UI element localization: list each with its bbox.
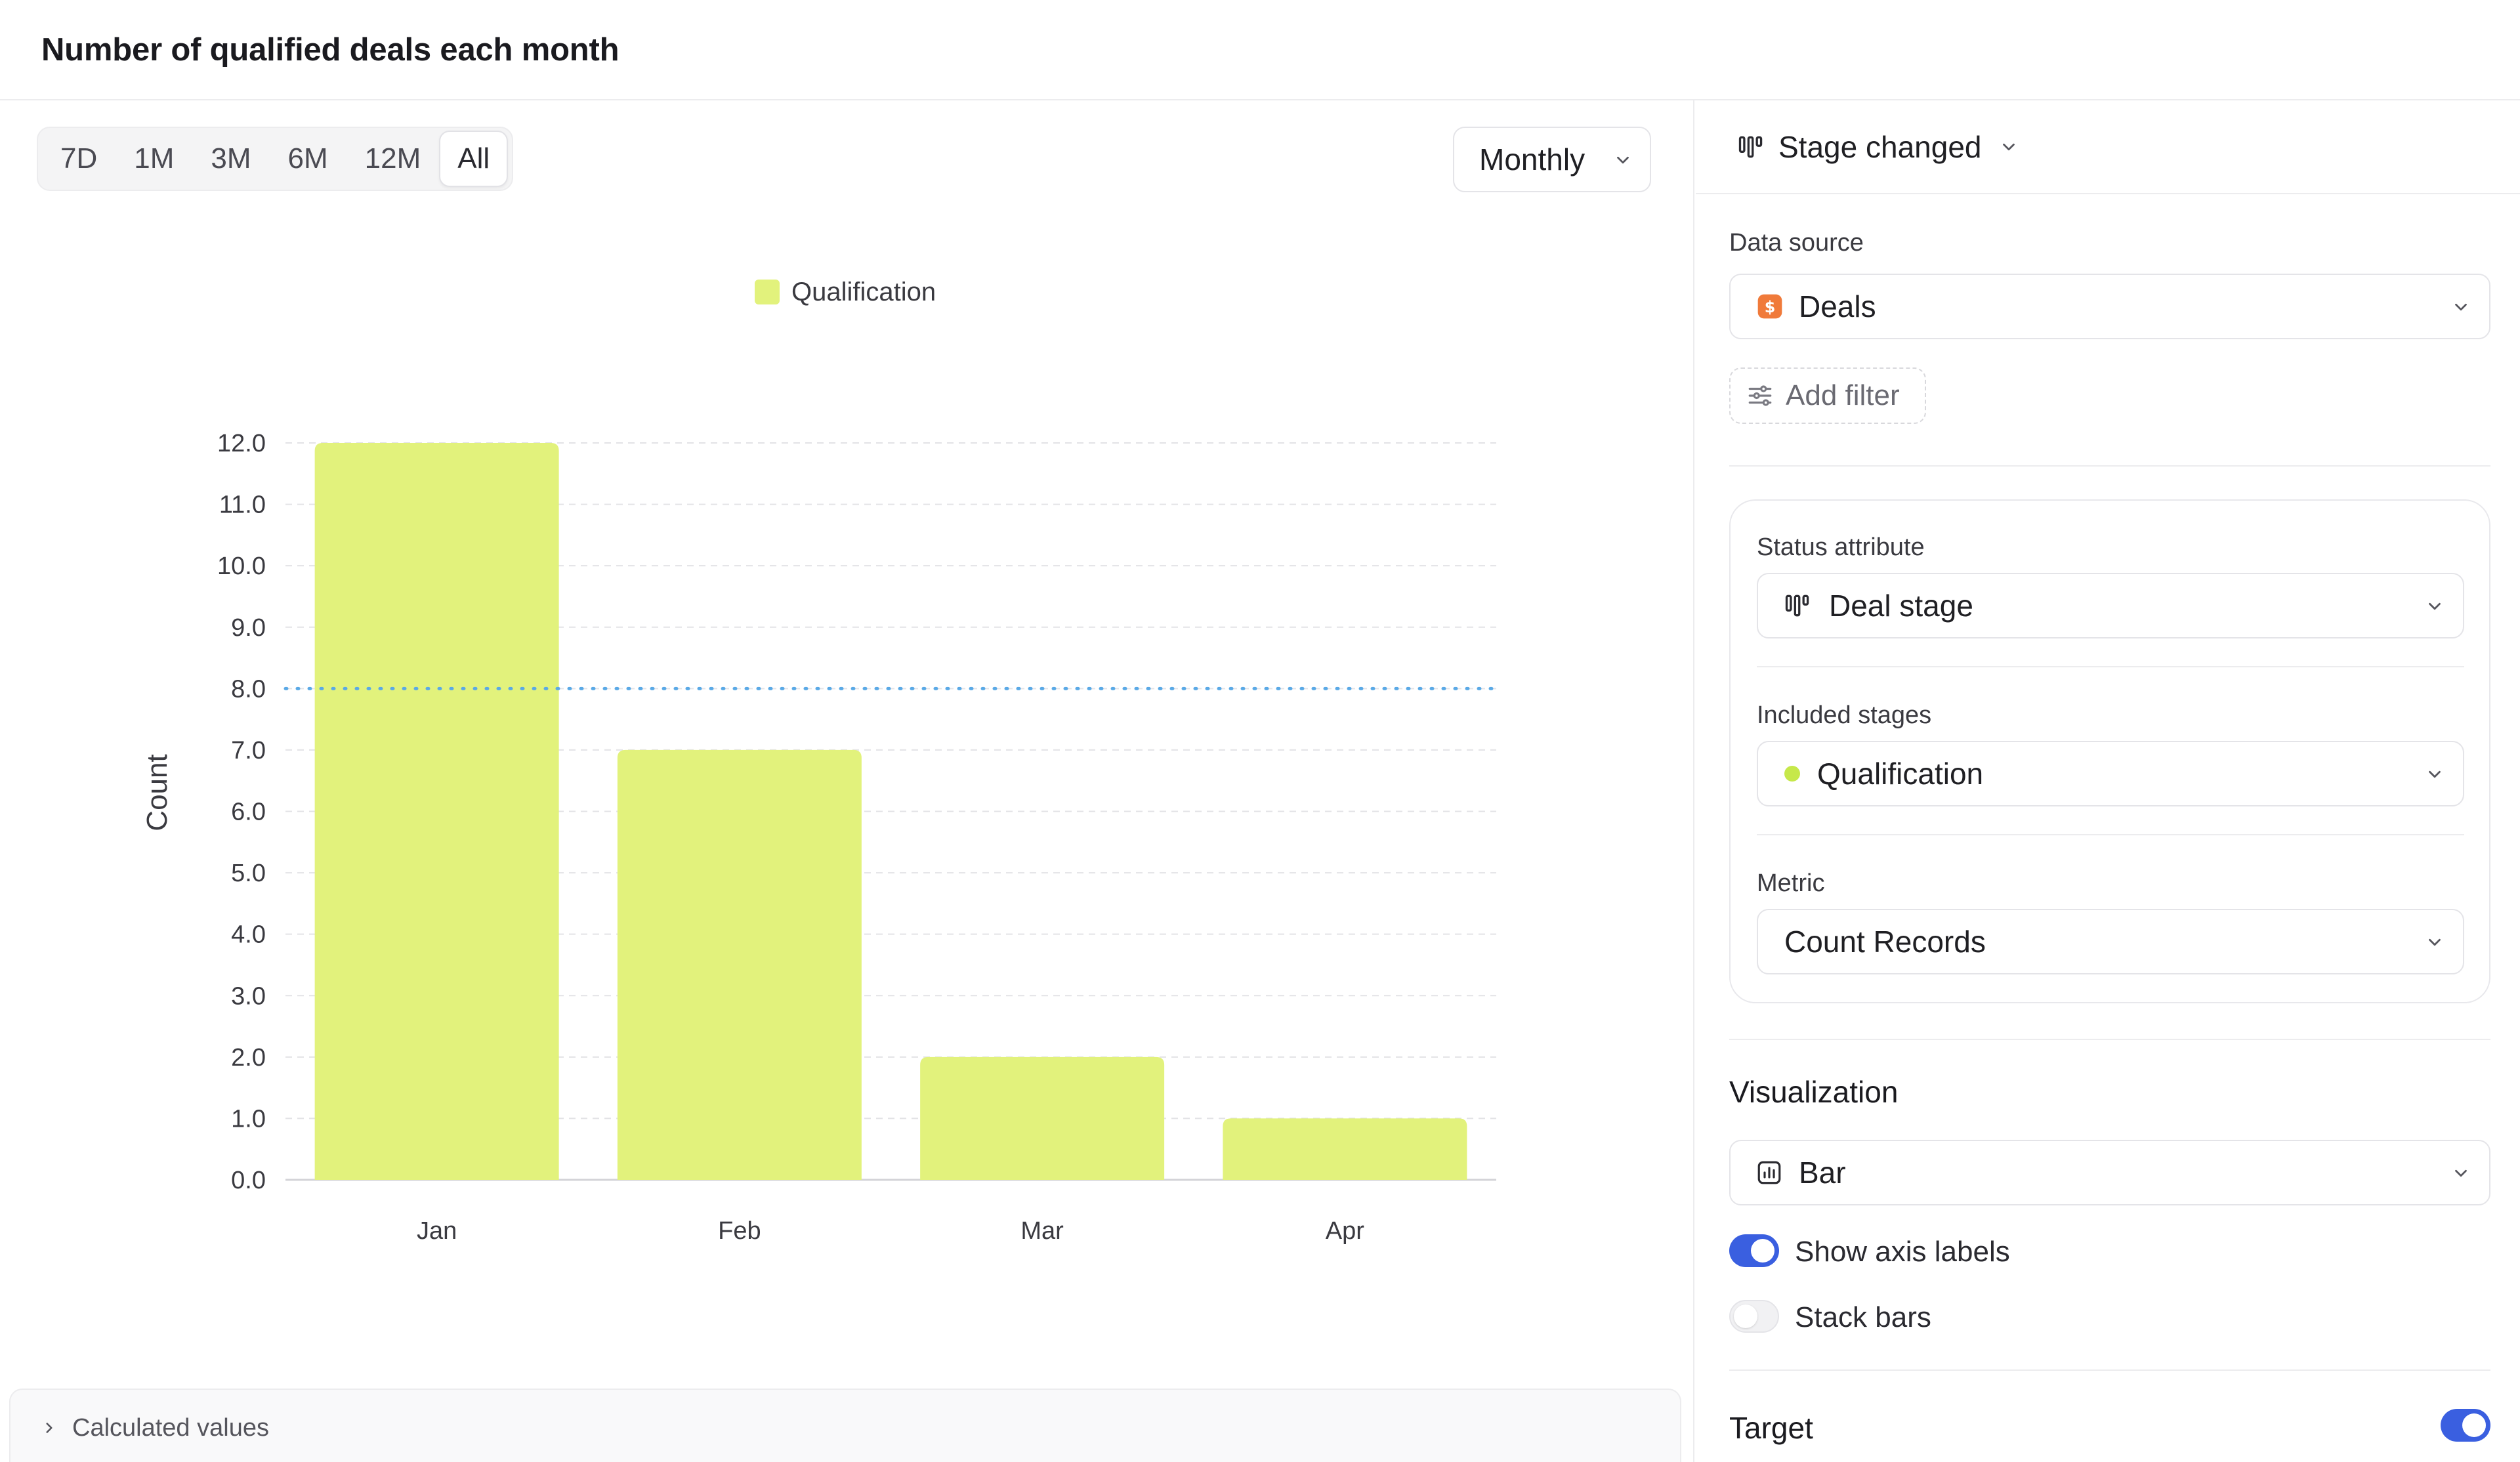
metric-value: Count Records	[1784, 925, 1986, 959]
show-axis-labels-label: Show axis labels	[1795, 1236, 2010, 1268]
included-stages-select[interactable]: Qualification	[1757, 741, 2464, 806]
legend-swatch	[755, 280, 780, 304]
chevron-right-icon	[46, 1423, 52, 1433]
target-toggle[interactable]	[2441, 1409, 2490, 1442]
chart-pane: 7D 1M 3M 6M 12M All Monthly 0.0 1.0 2.0 3.0…	[0, 100, 1694, 1462]
data-source-label: Data source	[1729, 229, 1864, 257]
y-tick-label: 11.0	[219, 491, 266, 519]
y-tick-label: 4.0	[231, 921, 266, 949]
stages-icon	[1738, 136, 1763, 157]
x-tick-label: Mar	[1020, 1217, 1064, 1245]
stage-color-dot	[1784, 766, 1800, 782]
range-tab-6m[interactable]: 6M	[287, 142, 328, 175]
x-tick-label: Jan	[417, 1217, 457, 1245]
period-select[interactable]: Monthly	[1453, 127, 1651, 192]
metric-type-select[interactable]: Stage changed	[1696, 100, 2520, 194]
y-tick-label: 3.0	[231, 982, 266, 1010]
y-tick-label: 0.0	[231, 1167, 266, 1194]
stack-bars-label: Stack bars	[1795, 1301, 1931, 1333]
y-axis-title: Count	[141, 754, 173, 831]
status-attribute-select[interactable]: Deal stage	[1757, 573, 2464, 638]
calculated-values-label: Calculated values	[72, 1413, 269, 1442]
chevron-down-icon	[2455, 1169, 2467, 1177]
range-tab-3m[interactable]: 3M	[211, 142, 251, 175]
y-tick-label: 5.0	[231, 860, 266, 887]
bar-jan	[314, 443, 559, 1180]
metric-type-label: Stage changed	[1778, 129, 1982, 164]
y-tick-label: 7.0	[231, 737, 266, 764]
report-title[interactable]: Number of qualified deals each month	[41, 31, 620, 68]
included-stages-label: Included stages	[1757, 701, 1932, 729]
status-attribute-value: Deal stage	[1829, 589, 1973, 623]
svg-text:$: $	[1765, 298, 1776, 316]
data-source-select[interactable]: $ Deals	[1729, 274, 2490, 339]
add-filter-button[interactable]: Add filter	[1729, 367, 1926, 424]
bar-mar	[920, 1056, 1165, 1180]
x-tick-label: Feb	[718, 1217, 761, 1245]
stack-bars-toggle[interactable]	[1729, 1300, 1779, 1333]
data-source-value: Deals	[1799, 289, 1876, 324]
filter-sliders-icon	[1748, 385, 1772, 406]
y-tick-label: 10.0	[217, 553, 266, 580]
target-title: Target	[1729, 1411, 1813, 1445]
add-filter-label: Add filter	[1786, 379, 1900, 411]
toggle-knob	[1751, 1239, 1774, 1263]
divider	[1757, 666, 2464, 667]
visualization-select[interactable]: Bar	[1729, 1140, 2490, 1205]
y-tick-label: 2.0	[231, 1044, 266, 1072]
calculated-values-toggle[interactable]: Calculated values	[9, 1389, 1681, 1462]
deals-icon: $	[1757, 294, 1782, 319]
chevron-down-icon	[2429, 770, 2441, 778]
toggle-knob	[2462, 1413, 2486, 1437]
y-tick-label: 6.0	[231, 799, 266, 826]
divider	[1757, 834, 2464, 835]
stages-icon	[1785, 595, 1809, 617]
x-tick-label: Apr	[1326, 1217, 1364, 1245]
y-tick-label: 9.0	[231, 614, 266, 642]
range-tab-all[interactable]: All	[439, 131, 509, 187]
settings-sidebar: Stage changed Data source $ Deals Add fi…	[1696, 100, 2520, 1462]
bar-chart: 0.0 1.0 2.0 3.0 4.0 5.0 6.0 7.0 8.0 9.0 10.0 11.0 12…	[141, 278, 1498, 1245]
status-attribute-label: Status attribute	[1757, 533, 1925, 561]
divider	[1729, 465, 2490, 467]
y-tick-label: 8.0	[231, 675, 266, 703]
time-range-tabs: 7D 1M 3M 6M 12M All	[37, 127, 514, 191]
chevron-down-icon	[2429, 602, 2441, 610]
range-tab-7d[interactable]: 7D	[60, 142, 98, 175]
report-header: Number of qualified deals each month	[0, 0, 2520, 100]
chevron-down-icon	[2429, 938, 2441, 946]
stage-settings-card: Status attribute Deal stage Included sta…	[1729, 499, 2490, 1003]
chevron-down-icon	[1617, 156, 1629, 164]
legend-label: Qualification	[791, 278, 936, 306]
y-tick-label: 1.0	[231, 1105, 266, 1133]
range-tab-1m[interactable]: 1M	[134, 142, 175, 175]
metric-label: Metric	[1757, 869, 1825, 897]
bar-apr	[1223, 1118, 1467, 1180]
period-select-value: Monthly	[1479, 142, 1586, 177]
range-tab-12m[interactable]: 12M	[364, 142, 421, 175]
bar-chart-icon	[1757, 1161, 1781, 1184]
toggle-knob	[1734, 1305, 1757, 1328]
chevron-down-icon	[2455, 303, 2467, 311]
y-tick-label: 12.0	[217, 430, 266, 457]
divider	[1729, 1369, 2490, 1371]
visualization-value: Bar	[1799, 1156, 1846, 1190]
divider	[1729, 1039, 2490, 1040]
included-stages-value: Qualification	[1817, 757, 1984, 791]
show-axis-labels-toggle[interactable]	[1729, 1234, 1779, 1267]
chevron-down-icon	[2002, 143, 2015, 150]
bar-feb	[617, 749, 862, 1180]
visualization-title: Visualization	[1729, 1075, 1899, 1109]
metric-select[interactable]: Count Records	[1757, 909, 2464, 974]
